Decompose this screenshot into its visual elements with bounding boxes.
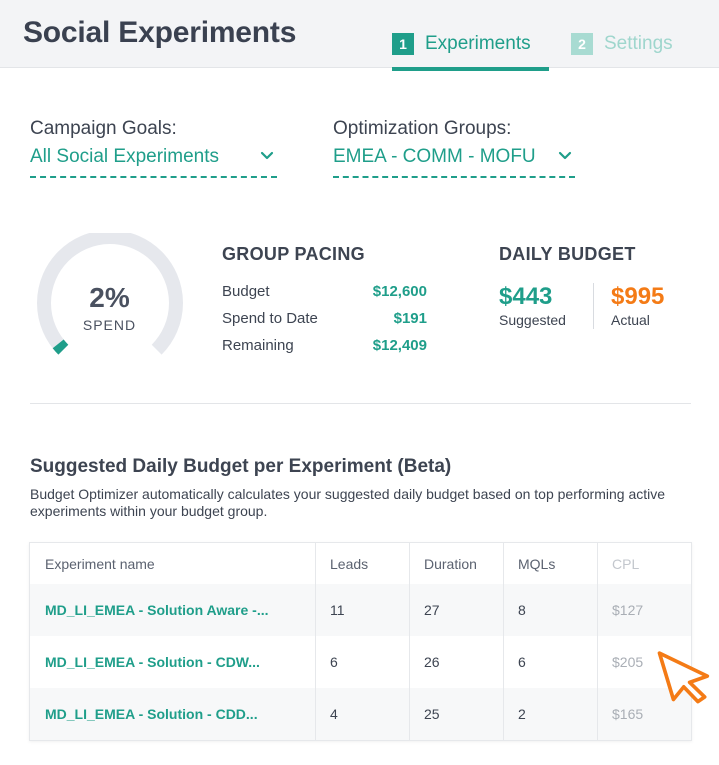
page-title: Social Experiments <box>23 16 297 49</box>
spend-gauge <box>37 233 183 355</box>
pacing-row-budget: Budget $12,600 <box>222 283 427 300</box>
table-header-row: Experiment name Leads Duration MQLs CPL <box>30 543 691 584</box>
daily-budget-title: DAILY BUDGET <box>499 244 636 264</box>
pacing-label: Spend to Date <box>222 310 318 327</box>
chevron-down-icon <box>558 151 572 160</box>
duration-cell: 26 <box>409 636 503 688</box>
column-header-duration[interactable]: Duration <box>409 543 503 584</box>
gauge-percent: 2% <box>89 282 130 313</box>
tab-number-badge: 1 <box>392 33 414 55</box>
group-pacing-title: GROUP PACING <box>222 244 365 264</box>
tab-label: Experiments <box>425 33 531 54</box>
suggested-budget-label: Suggested <box>499 312 566 328</box>
tab-experiments[interactable]: 1 Experiments <box>392 33 549 71</box>
mqls-cell: 2 <box>503 688 597 740</box>
column-header-mqls[interactable]: MQLs <box>503 543 597 584</box>
tab-settings[interactable]: 2 Settings <box>571 33 673 71</box>
pacing-row-remaining: Remaining $12,409 <box>222 337 427 354</box>
gauge-label: SPEND <box>82 317 137 333</box>
duration-cell: 27 <box>409 584 503 636</box>
campaign-goals-dropdown[interactable]: All Social Experiments <box>30 146 277 178</box>
campaign-goals-value: All Social Experiments <box>30 146 220 167</box>
optimization-groups-dropdown[interactable]: EMEA - COMM - MOFU <box>333 146 575 178</box>
actual-budget-label: Actual <box>611 312 650 328</box>
experiment-name-link[interactable]: MD_LI_EMEA - Solution - CDW... <box>45 654 260 670</box>
table-row[interactable]: MD_LI_EMEA - Solution - CDW... 6 26 6 $2… <box>30 636 691 688</box>
leads-cell: 4 <box>315 688 409 740</box>
actual-budget-value: $995 <box>611 283 665 310</box>
cpl-cell: $165 <box>597 688 691 740</box>
experiment-name-link[interactable]: MD_LI_EMEA - Solution Aware -... <box>45 602 269 618</box>
duration-cell: 25 <box>409 688 503 740</box>
gauge-fill <box>52 339 69 355</box>
mqls-cell: 8 <box>503 584 597 636</box>
suggested-budget-value: $443 <box>499 283 553 310</box>
table-row[interactable]: MD_LI_EMEA - Solution - CDD... 4 25 2 $1… <box>30 688 691 740</box>
gauge-track <box>37 233 183 355</box>
pacing-label: Remaining <box>222 337 294 354</box>
leads-cell: 11 <box>315 584 409 636</box>
column-header-experiment-name[interactable]: Experiment name <box>45 555 155 572</box>
campaign-goals-label: Campaign Goals: <box>30 118 177 139</box>
column-header-cpl[interactable]: CPL <box>597 543 691 584</box>
table-row[interactable]: MD_LI_EMEA - Solution Aware -... 11 27 8… <box>30 584 691 636</box>
header-bar: Social Experiments 1 Experiments 2 Setti… <box>0 0 719 71</box>
pacing-value: $12,600 <box>372 283 427 300</box>
pacing-value: $12,409 <box>372 337 427 354</box>
section-divider <box>30 403 691 404</box>
pacing-label: Budget <box>222 283 270 300</box>
mouse-pointer-icon <box>657 651 710 704</box>
experiment-name-link[interactable]: MD_LI_EMEA - Solution - CDD... <box>45 706 258 722</box>
tab-number-badge: 2 <box>571 33 593 55</box>
chevron-down-icon <box>260 151 274 160</box>
tab-label: Settings <box>604 33 673 54</box>
suggested-section-description: Budget Optimizer automatically calculate… <box>30 486 666 519</box>
column-header-leads[interactable]: Leads <box>315 543 409 584</box>
mqls-cell: 6 <box>503 636 597 688</box>
cpl-cell: $205 <box>597 636 691 688</box>
budget-divider <box>593 283 594 329</box>
suggested-section-title: Suggested Daily Budget per Experiment (B… <box>30 456 452 477</box>
cpl-cell: $127 <box>597 584 691 636</box>
optimization-groups-label: Optimization Groups: <box>333 118 512 139</box>
leads-cell: 6 <box>315 636 409 688</box>
experiments-table: Experiment name Leads Duration MQLs CPL … <box>29 542 692 741</box>
pacing-value: $191 <box>393 310 427 327</box>
optimization-groups-value: EMEA - COMM - MOFU <box>333 146 536 167</box>
pacing-row-spend: Spend to Date $191 <box>222 310 427 327</box>
